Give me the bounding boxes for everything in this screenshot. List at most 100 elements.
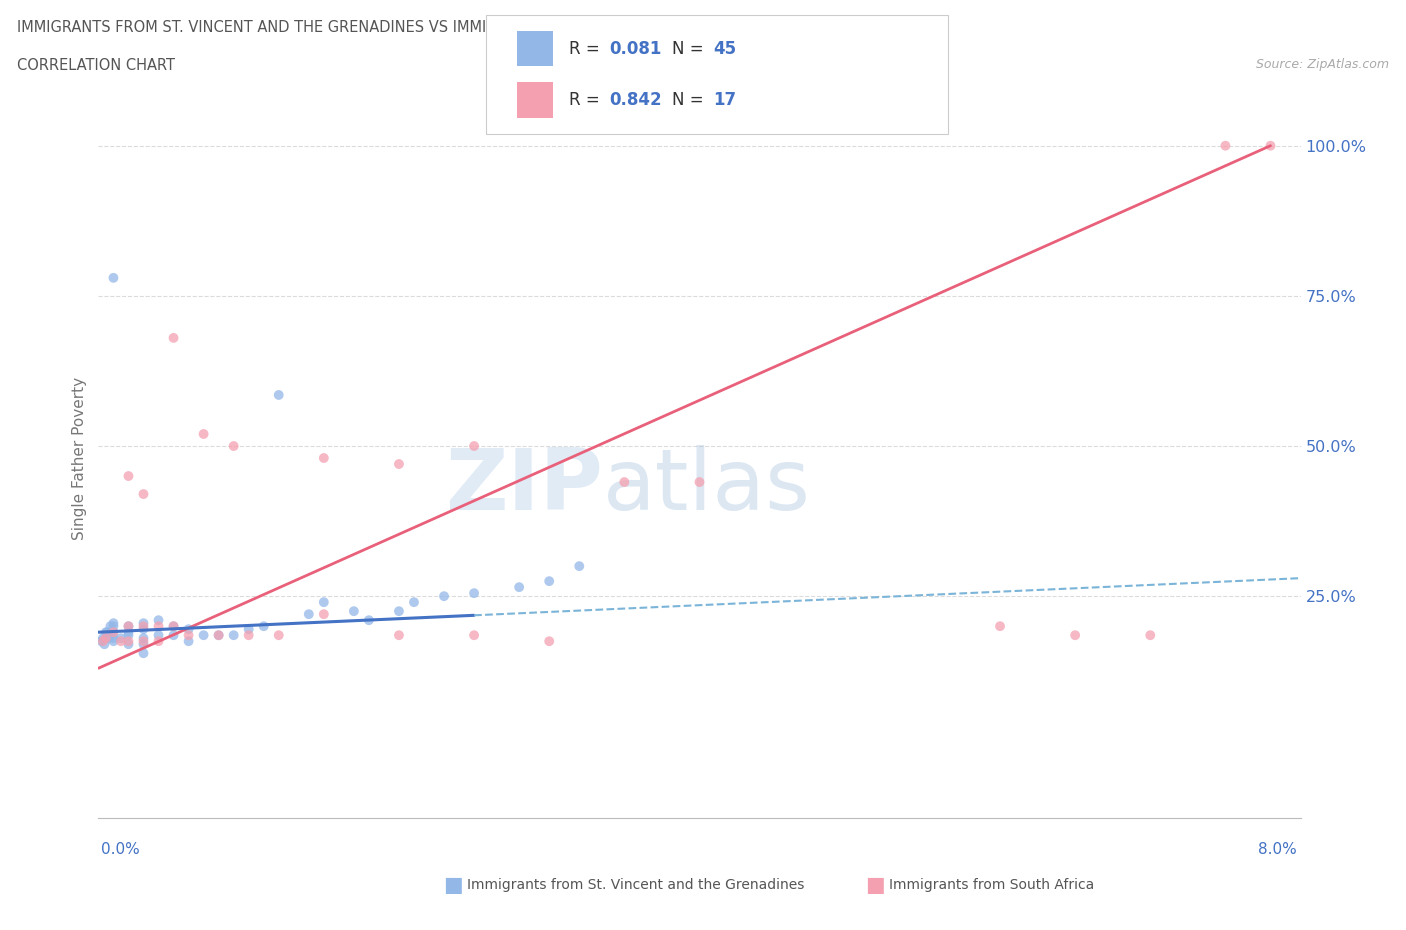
Text: ■: ■ — [443, 875, 463, 896]
Point — [117, 633, 139, 648]
Point — [613, 474, 636, 489]
Text: 0.842: 0.842 — [609, 91, 661, 109]
Point — [91, 633, 114, 648]
Point — [117, 618, 139, 633]
Point — [433, 589, 456, 604]
Point — [177, 622, 200, 637]
Point — [117, 628, 139, 643]
Point — [162, 330, 184, 345]
Text: ■: ■ — [865, 875, 884, 896]
Point — [689, 474, 711, 489]
Point — [103, 271, 125, 286]
Point — [388, 628, 411, 643]
Point — [508, 579, 530, 594]
Point — [90, 633, 112, 648]
Point — [402, 595, 425, 610]
Text: 0.0%: 0.0% — [101, 842, 141, 857]
Point — [388, 457, 411, 472]
Point — [312, 451, 335, 466]
Text: 8.0%: 8.0% — [1257, 842, 1296, 857]
Point — [148, 628, 170, 643]
Text: ZIP: ZIP — [446, 445, 603, 528]
Point — [988, 618, 1011, 633]
Text: R =: R = — [569, 40, 606, 58]
Point — [132, 633, 155, 648]
Point — [177, 628, 200, 643]
Point — [538, 574, 561, 589]
Point — [312, 606, 335, 621]
Point — [94, 631, 117, 645]
Text: Immigrants from St. Vincent and the Grenadines: Immigrants from St. Vincent and the Gren… — [467, 878, 804, 893]
Point — [97, 631, 120, 645]
Point — [162, 628, 184, 643]
Point — [132, 616, 155, 631]
Point — [238, 628, 260, 643]
Point — [103, 625, 125, 640]
Point — [177, 633, 200, 648]
Point — [103, 633, 125, 648]
Point — [208, 628, 231, 643]
Text: N =: N = — [672, 40, 709, 58]
Point — [117, 625, 139, 640]
Point — [238, 622, 260, 637]
Text: R =: R = — [569, 91, 606, 109]
Point — [193, 628, 215, 643]
Point — [132, 645, 155, 660]
Point — [110, 633, 132, 648]
Point — [312, 595, 335, 610]
Text: 45: 45 — [713, 40, 735, 58]
Point — [568, 559, 591, 574]
Point — [117, 637, 139, 652]
Point — [343, 604, 366, 618]
Point — [110, 631, 132, 645]
Point — [103, 631, 125, 645]
Text: 0.081: 0.081 — [609, 40, 661, 58]
Y-axis label: Single Father Poverty: Single Father Poverty — [72, 377, 87, 539]
Point — [148, 633, 170, 648]
Point — [91, 631, 114, 645]
Point — [148, 613, 170, 628]
Point — [132, 622, 155, 637]
Point — [357, 613, 380, 628]
Point — [103, 625, 125, 640]
Point — [1139, 628, 1161, 643]
Point — [463, 439, 485, 454]
Point — [132, 631, 155, 645]
Point — [267, 388, 290, 403]
Text: CORRELATION CHART: CORRELATION CHART — [17, 58, 174, 73]
Point — [162, 618, 184, 633]
Point — [463, 586, 485, 601]
Point — [298, 606, 321, 621]
Point — [117, 469, 139, 484]
Point — [1064, 628, 1087, 643]
Point — [222, 628, 245, 643]
Point — [222, 439, 245, 454]
Text: Source: ZipAtlas.com: Source: ZipAtlas.com — [1256, 58, 1389, 71]
Point — [117, 618, 139, 633]
Point — [132, 637, 155, 652]
Point — [132, 618, 155, 633]
Point — [253, 618, 276, 633]
Point — [148, 618, 170, 633]
Point — [132, 486, 155, 501]
Point — [94, 625, 117, 640]
Text: atlas: atlas — [603, 445, 811, 528]
Point — [100, 618, 122, 633]
Point — [96, 625, 118, 640]
Text: IMMIGRANTS FROM ST. VINCENT AND THE GRENADINES VS IMMIGRANTS FROM SOUTH AFRICA S: IMMIGRANTS FROM ST. VINCENT AND THE GREN… — [17, 20, 894, 35]
Point — [208, 628, 231, 643]
Point — [103, 616, 125, 631]
Point — [267, 628, 290, 643]
Point — [103, 618, 125, 633]
Point — [463, 628, 485, 643]
Point — [538, 633, 561, 648]
Text: N =: N = — [672, 91, 709, 109]
Text: 17: 17 — [713, 91, 735, 109]
Point — [388, 604, 411, 618]
Point — [93, 637, 115, 652]
Text: Immigrants from South Africa: Immigrants from South Africa — [889, 878, 1094, 893]
Point — [1215, 139, 1237, 153]
Point — [193, 427, 215, 442]
Point — [1260, 139, 1282, 153]
Point — [162, 618, 184, 633]
